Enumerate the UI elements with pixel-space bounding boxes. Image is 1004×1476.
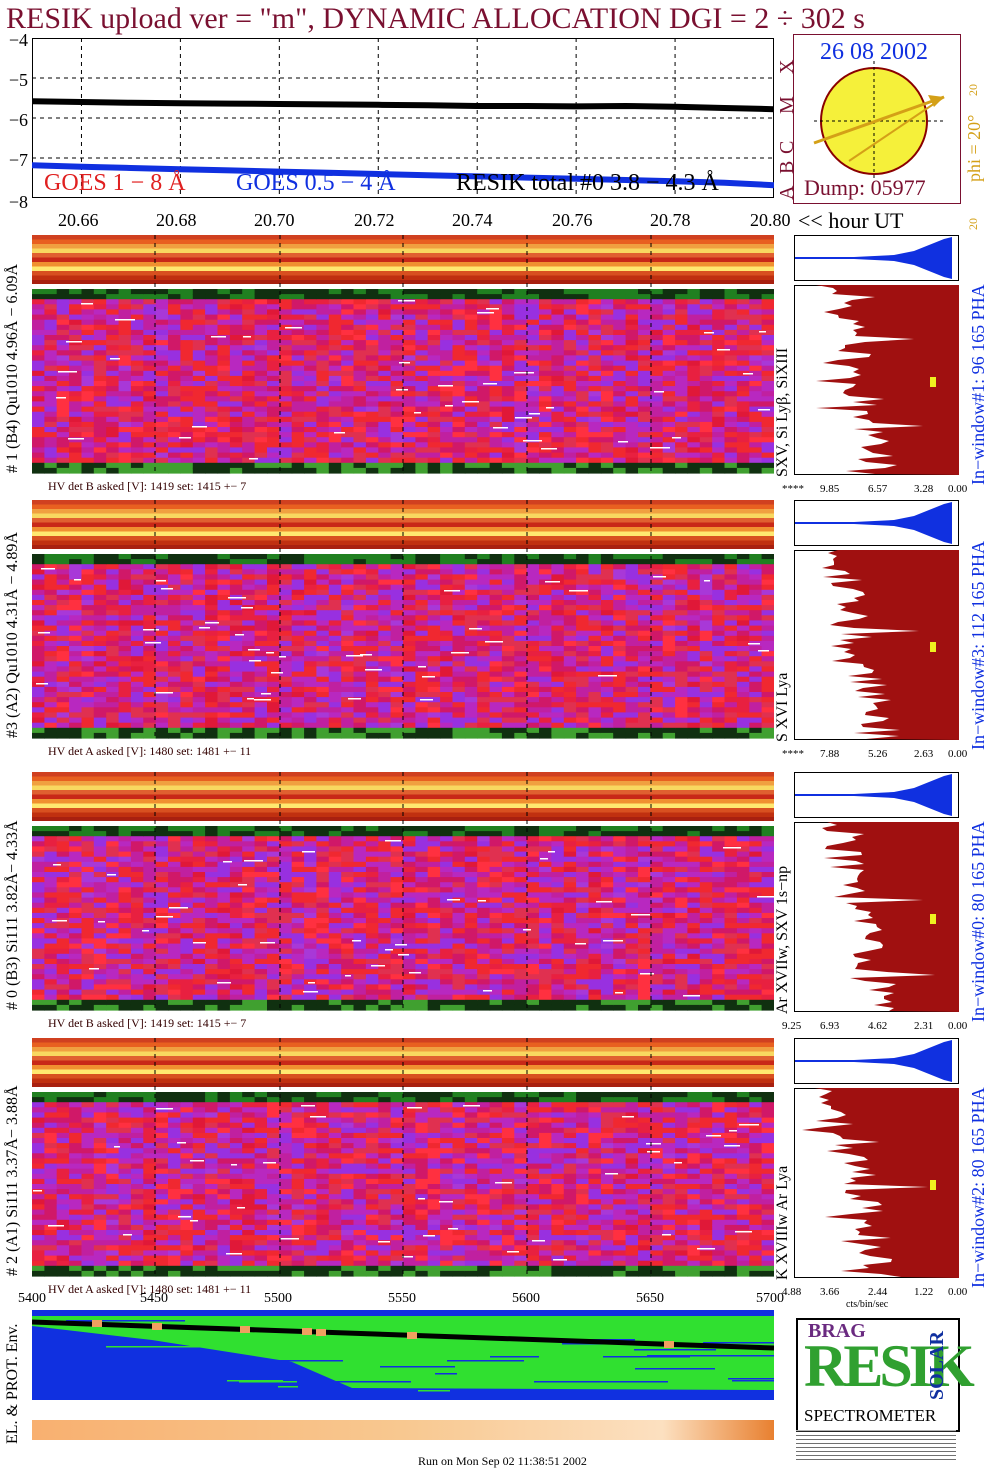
time-tick: 20.70 [254, 210, 295, 230]
legend-resik-total: RESIK total #0 3.8 − 4.3 Å [456, 170, 719, 196]
sun-panel: 26 08 2002 Dump: 05977 [793, 34, 961, 204]
spectrogram-panel [32, 772, 774, 1012]
spectrum-tick: 0.00 [948, 1286, 968, 1298]
run-timestamp: Run on Mon Sep 02 11:38:51 2002 [418, 1454, 587, 1468]
spectrum-tick: 2.63 [914, 748, 934, 760]
spectrogram-panel [32, 1038, 774, 1278]
env-tick: 5550 [388, 1291, 416, 1306]
spectrum-tick: 5.26 [868, 748, 888, 760]
spectral-lines-label: Ar XVIIw, SXV 1s−np [774, 865, 791, 1014]
spectrum-tick: 4.88 [782, 1286, 802, 1298]
time-tick: 20.76 [552, 210, 593, 230]
time-tick: 20.72 [354, 210, 395, 230]
logo-main-text: RESIK [804, 1333, 975, 1399]
legend-goes-05-4: GOES 0.5 − 4 Å [236, 170, 396, 196]
env-strip [32, 1420, 774, 1440]
detector-label: # 2 (A1) Si111 3.37Å− 3.88Å [4, 1085, 21, 1277]
dump-number: Dump: 05977 [804, 175, 926, 200]
env-label: EL. & PROT. Env. [4, 1323, 21, 1444]
spectrogram-panel [32, 235, 774, 475]
spectrum-histogram [794, 1088, 959, 1278]
spectral-lines-label: K XVIIIw Ar Lya [774, 1165, 791, 1280]
spectrum-histogram [794, 822, 959, 1012]
spectrum-tick: 6.93 [820, 1020, 840, 1032]
hv-readout: HV det A asked [V]: 1480 set: 1481 +− 11 [48, 744, 252, 758]
spectrum-tick: 9.85 [820, 483, 840, 495]
spectrum-tick: 0.00 [948, 748, 968, 760]
hv-readout: HV det A asked [V]: 1480 set: 1481 +− 11 [48, 1282, 252, 1296]
spectrum-tick: 3.28 [914, 483, 934, 495]
spectrum-tick: 4.62 [868, 1020, 888, 1032]
env-tick: 5600 [512, 1291, 540, 1306]
hv-readout: HV det B asked [V]: 1419 set: 1415 +− 7 [48, 479, 247, 493]
series-line-2 [32, 98, 774, 113]
spectrum-tick: **** [782, 748, 804, 760]
time-tick: 20.74 [452, 210, 493, 230]
logo-bottom-text: SPECTROMETER [802, 1406, 939, 1426]
goes-lightcurve-chart [32, 38, 774, 198]
spectrum-tick: 2.31 [914, 1020, 934, 1032]
in-window-label: In−window#3: 112 165 PHA [968, 541, 988, 750]
time-unit-label: << hour UT [798, 208, 904, 233]
logo-side-text: SOLAR [926, 1331, 948, 1400]
series-line-1 [32, 162, 774, 189]
detector-label: #3 (A2) Qu1010 4.31Å − 4.89Å [4, 532, 21, 738]
in-window-label: In−window#2: 80 165 PHA [968, 1087, 988, 1288]
env-tick: 5500 [264, 1291, 292, 1306]
in-window-label: In−window#1: 96 165 PHA [968, 284, 988, 485]
goes-y-axis: −4 −5 −6 −7 −8 [0, 30, 32, 212]
spectrum-histogram [794, 550, 959, 740]
env-region [32, 1316, 774, 1390]
pha-histogram [794, 772, 959, 818]
phi-scale-top: 20 [966, 84, 980, 96]
y-tick: −5 [8, 70, 28, 90]
y-tick: −4 [8, 30, 28, 50]
time-tick: 20.80 [750, 210, 791, 230]
phi-label: phi = 20° [964, 114, 984, 182]
env-panel-plot [32, 1310, 774, 1440]
sun-disk-icon [813, 61, 945, 179]
y-tick: −6 [8, 110, 28, 130]
time-tick: 20.68 [156, 210, 197, 230]
spectral-lines-label: S XVI Lya [774, 672, 791, 742]
detector-label: # 1 (B4) Qu1010 4.96Å − 6.09Å [4, 263, 21, 473]
env-tick: 5700 [756, 1291, 784, 1306]
spectrum-tick: 1.22 [914, 1286, 934, 1298]
spectrum-tick: 3.66 [820, 1286, 840, 1298]
time-tick: 20.66 [58, 210, 99, 230]
in-window-label: In−window#0: 80 165 PHA [968, 821, 988, 1022]
page-title: RESIK upload ver = "m", DYNAMIC ALLOCATI… [6, 2, 865, 35]
time-tick: 20.78 [650, 210, 691, 230]
resik-logo: BRAG RESIK SOLAR SPECTROMETER [796, 1318, 975, 1432]
spectrogram-panel [32, 500, 774, 740]
spectrum-tick: 6.57 [868, 483, 888, 495]
pha-histogram [794, 500, 959, 546]
spectrum-unit: cts/bin/sec [846, 1299, 889, 1310]
detector-label: # 0 (B3) Si111 3.82Å− 4.33Å [4, 820, 21, 1010]
phi-scale-bottom: 20 [966, 218, 980, 230]
env-tick: 5650 [636, 1291, 664, 1306]
spectrum-tick: 2.44 [868, 1286, 888, 1298]
sun-date: 26 08 2002 [820, 39, 928, 65]
y-tick: −7 [8, 150, 28, 170]
time-axis: 20.66 20.68 20.70 20.72 20.74 20.76 20.7… [32, 208, 932, 236]
env-tick: 5450 [140, 1291, 168, 1306]
logo-top-text: BRAG [808, 1320, 866, 1342]
spectrum-tick: 0.00 [948, 1020, 968, 1032]
phi-scale: 20 phi = 20° 20 [960, 34, 990, 230]
env-tick: 5400 [18, 1291, 46, 1306]
spectrum-tick: 9.25 [782, 1020, 802, 1032]
spectrum-tick: 7.88 [820, 748, 840, 760]
hv-readout: HV det B asked [V]: 1419 set: 1415 +− 7 [48, 1016, 247, 1030]
y-tick: −8 [8, 192, 28, 212]
spectrum-histogram [794, 285, 959, 475]
spectrum-tick: 0.00 [948, 483, 968, 495]
legend-goes-1-8: GOES 1 − 8 Å [44, 170, 186, 196]
pha-histogram [794, 235, 959, 281]
env-x-axis: 5400 5450 5500 5550 5600 5650 5700 [18, 1291, 798, 1309]
logo-fineprint [796, 1430, 956, 1460]
spectral-lines-label: SXV, Si Lyβ, SiXIII [774, 347, 791, 477]
pha-histogram [794, 1038, 959, 1084]
spectrum-tick: **** [782, 483, 804, 495]
